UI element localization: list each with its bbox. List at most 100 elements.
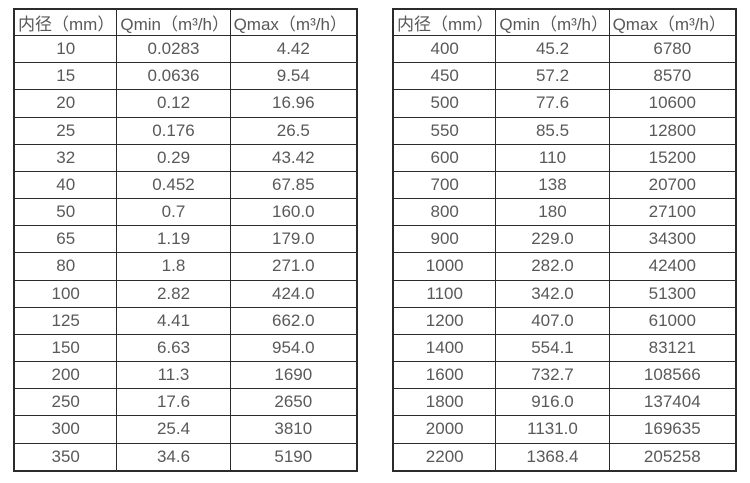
table-cell: 65 bbox=[13, 225, 118, 254]
table-cell: 150 bbox=[13, 333, 118, 363]
table-row: 400 45.2 6780 bbox=[392, 34, 737, 64]
table-cell: 32 bbox=[13, 143, 118, 172]
table-cell: 5190 bbox=[229, 442, 358, 472]
table-row: 20 0.12 16.96 bbox=[13, 89, 358, 118]
table-row: 250 17.6 2650 bbox=[13, 388, 358, 417]
table-cell: 450 bbox=[392, 62, 497, 91]
table-row: 1000 282.0 42400 bbox=[392, 252, 737, 281]
table-cell: 100 bbox=[13, 279, 118, 308]
table-cell: 2650 bbox=[229, 388, 358, 417]
table-cell: 42400 bbox=[608, 252, 737, 281]
table-cell: 45.2 bbox=[495, 34, 610, 64]
table-cell: 1800 bbox=[392, 388, 497, 417]
table-cell: 550 bbox=[392, 116, 497, 145]
table-row: 1400 554.1 83121 bbox=[392, 333, 737, 363]
table-row: 1600 732.7 108566 bbox=[392, 361, 737, 390]
table-cell: 160.0 bbox=[229, 198, 358, 227]
header-qmax: Qmax（m³/h） bbox=[608, 8, 737, 36]
table-cell: 51300 bbox=[608, 279, 737, 308]
table-cell: 57.2 bbox=[495, 62, 610, 91]
table-row: 1800 916.0 137404 bbox=[392, 388, 737, 417]
table-cell: 342.0 bbox=[495, 279, 610, 308]
table-cell: 662.0 bbox=[229, 306, 358, 335]
table-cell: 916.0 bbox=[495, 388, 610, 417]
table-row: 32 0.29 43.42 bbox=[13, 143, 358, 172]
table-body: 400 45.2 6780 450 57.2 8570 500 77.6 10600 550 85.… bbox=[392, 34, 737, 472]
table-row: 300 25.4 3810 bbox=[13, 415, 358, 444]
table-cell: 6.63 bbox=[116, 333, 231, 363]
table-body: 10 0.0283 4.42 15 0.0636 9.54 20 0.12 16.96 25 0.1… bbox=[13, 34, 358, 472]
table-cell: 400 bbox=[392, 34, 497, 64]
table-cell: 169635 bbox=[608, 415, 737, 444]
table-cell: 407.0 bbox=[495, 306, 610, 335]
table-row: 450 57.2 8570 bbox=[392, 62, 737, 91]
table-row: 150 6.63 954.0 bbox=[13, 333, 358, 363]
table-row: 15 0.0636 9.54 bbox=[13, 62, 358, 91]
table-cell: 34.6 bbox=[116, 442, 231, 472]
table-row: 550 85.5 12800 bbox=[392, 116, 737, 145]
header-qmin: Qmin（m³/h） bbox=[116, 8, 231, 36]
table-row: 25 0.176 26.5 bbox=[13, 116, 358, 145]
table-cell: 17.6 bbox=[116, 388, 231, 417]
table-cell: 25 bbox=[13, 116, 118, 145]
table-cell: 12800 bbox=[608, 116, 737, 145]
table-cell: 40 bbox=[13, 170, 118, 200]
header-inner-diameter: 内径（mm） bbox=[13, 8, 118, 36]
table-row: 700 138 20700 bbox=[392, 170, 737, 200]
header-qmin: Qmin（m³/h） bbox=[495, 8, 610, 36]
table-header-row: 内径（mm） Qmin（m³/h） Qmax（m³/h） bbox=[392, 8, 737, 36]
table-row: 1100 342.0 51300 bbox=[392, 279, 737, 308]
table-row: 65 1.19 179.0 bbox=[13, 225, 358, 254]
table-cell: 1100 bbox=[392, 279, 497, 308]
table-cell: 0.0636 bbox=[116, 62, 231, 91]
table-cell: 2000 bbox=[392, 415, 497, 444]
table-cell: 229.0 bbox=[495, 225, 610, 254]
table-cell: 2200 bbox=[392, 442, 497, 472]
table-row: 125 4.41 662.0 bbox=[13, 306, 358, 335]
table-row: 2200 1368.4 205258 bbox=[392, 442, 737, 472]
table-cell: 27100 bbox=[608, 198, 737, 227]
table-row: 2000 1131.0 169635 bbox=[392, 415, 737, 444]
table-cell: 1200 bbox=[392, 306, 497, 335]
table-cell: 10600 bbox=[608, 89, 737, 118]
table-cell: 108566 bbox=[608, 361, 737, 390]
table-cell: 0.0283 bbox=[116, 34, 231, 64]
table-cell: 80 bbox=[13, 252, 118, 281]
table-cell: 110 bbox=[495, 143, 610, 172]
table-row: 200 11.3 1690 bbox=[13, 361, 358, 390]
table-cell: 0.7 bbox=[116, 198, 231, 227]
table-cell: 16.96 bbox=[229, 89, 358, 118]
table-cell: 1690 bbox=[229, 361, 358, 390]
table-cell: 180 bbox=[495, 198, 610, 227]
table-cell: 700 bbox=[392, 170, 497, 200]
table-row: 600 110 15200 bbox=[392, 143, 737, 172]
table-cell: 205258 bbox=[608, 442, 737, 472]
table-cell: 4.42 bbox=[229, 34, 358, 64]
table-cell: 34300 bbox=[608, 225, 737, 254]
table-cell: 179.0 bbox=[229, 225, 358, 254]
table-cell: 1400 bbox=[392, 333, 497, 363]
table-cell: 61000 bbox=[608, 306, 737, 335]
table-cell: 800 bbox=[392, 198, 497, 227]
table-cell: 8570 bbox=[608, 62, 737, 91]
table-cell: 77.6 bbox=[495, 89, 610, 118]
table-cell: 0.176 bbox=[116, 116, 231, 145]
table-header-row: 内径（mm） Qmin（m³/h） Qmax（m³/h） bbox=[13, 8, 358, 36]
table-cell: 83121 bbox=[608, 333, 737, 363]
table-cell: 424.0 bbox=[229, 279, 358, 308]
table-cell: 300 bbox=[13, 415, 118, 444]
table-cell: 11.3 bbox=[116, 361, 231, 390]
table-cell: 0.452 bbox=[116, 170, 231, 200]
table-cell: 954.0 bbox=[229, 333, 358, 363]
table-cell: 25.4 bbox=[116, 415, 231, 444]
table-row: 50 0.7 160.0 bbox=[13, 198, 358, 227]
table-cell: 15200 bbox=[608, 143, 737, 172]
table-row: 40 0.452 67.85 bbox=[13, 170, 358, 200]
table-row: 1200 407.0 61000 bbox=[392, 306, 737, 335]
table-row: 900 229.0 34300 bbox=[392, 225, 737, 254]
table-cell: 350 bbox=[13, 442, 118, 472]
table-cell: 271.0 bbox=[229, 252, 358, 281]
table-cell: 0.12 bbox=[116, 89, 231, 118]
flow-table-small-diameters: 内径（mm） Qmin（m³/h） Qmax（m³/h） 10 0.0283 4.4… bbox=[13, 8, 358, 472]
